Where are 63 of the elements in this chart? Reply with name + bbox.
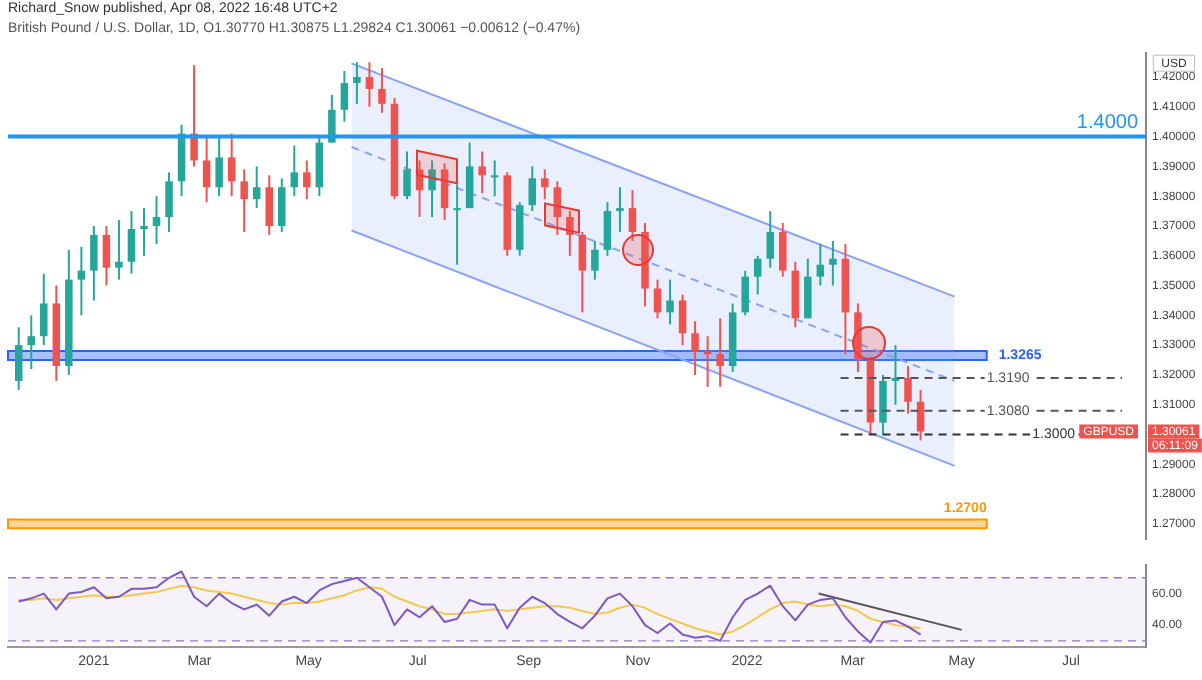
candlestick <box>678 293 687 347</box>
candlestick <box>365 61 374 108</box>
candlestick <box>804 257 812 320</box>
candlestick <box>478 150 486 195</box>
candlestick <box>904 365 912 415</box>
candlestick <box>378 67 386 114</box>
candlestick <box>403 150 411 201</box>
candlestick <box>77 245 86 317</box>
candlestick <box>14 326 23 391</box>
candlestick <box>453 183 461 266</box>
candlestick <box>353 61 361 105</box>
ref-line-label: 1.4000 <box>1076 112 1139 135</box>
candlestick <box>779 222 787 278</box>
candlestick <box>115 219 123 281</box>
candlestick <box>152 195 161 245</box>
candlestick <box>616 186 624 233</box>
candlestick <box>40 272 48 347</box>
candlestick <box>340 70 349 123</box>
candlestick <box>303 159 311 201</box>
candlestick <box>591 239 599 281</box>
candlestick <box>290 144 299 198</box>
candlestick <box>140 207 148 257</box>
candlestick <box>854 302 862 373</box>
candlestick <box>916 388 925 442</box>
candlestick <box>553 180 562 236</box>
candlestick <box>415 159 424 219</box>
candlestick <box>703 335 712 388</box>
candlestick <box>490 159 499 198</box>
candlestick <box>766 210 774 269</box>
candlestick <box>440 162 449 222</box>
candlestick <box>315 135 324 198</box>
candlestick <box>102 224 111 287</box>
candlestick <box>816 242 825 287</box>
candlestick <box>252 165 261 210</box>
candlestick <box>240 168 248 233</box>
candlestick <box>753 254 762 296</box>
candlestick <box>428 159 436 219</box>
candlestick <box>215 135 223 198</box>
candlestick <box>465 141 474 210</box>
candlestick <box>278 177 286 233</box>
candlestick <box>653 278 662 320</box>
candlestick <box>791 260 800 329</box>
candlestick <box>829 239 837 287</box>
candlestick <box>566 210 574 257</box>
candlestick <box>227 132 236 198</box>
candlestick <box>628 189 637 242</box>
candlestick <box>666 278 674 326</box>
candlestick <box>716 317 724 388</box>
candlestick <box>578 230 587 314</box>
candlestick <box>90 224 98 302</box>
candlestick <box>603 201 612 257</box>
candlestick <box>165 171 173 233</box>
candlestick <box>265 174 273 236</box>
candlestick <box>202 135 211 204</box>
candlestick <box>328 93 336 144</box>
candlestick <box>515 201 524 257</box>
candlestick <box>541 168 549 201</box>
candlestick <box>691 320 699 376</box>
candlestick <box>127 210 136 275</box>
candlestick <box>741 269 749 317</box>
candlestick <box>27 314 36 370</box>
candlestick <box>528 165 537 213</box>
candlestick <box>879 373 887 436</box>
